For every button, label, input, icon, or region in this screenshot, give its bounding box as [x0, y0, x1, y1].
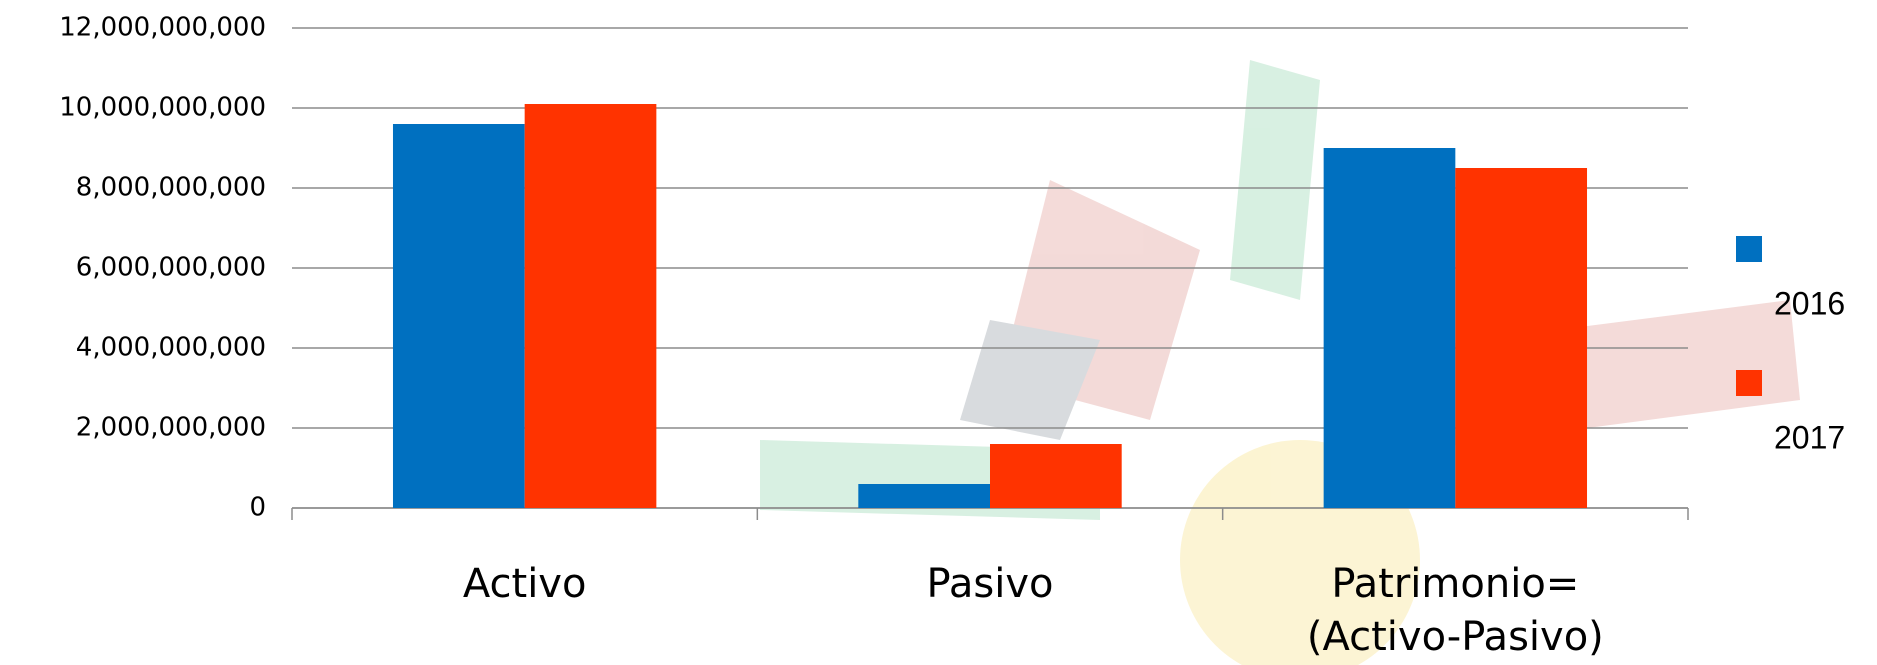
y-tick-label: 12,000,000,000 [59, 13, 266, 43]
bar [525, 104, 657, 508]
legend-swatch [1736, 236, 1762, 262]
bar [1324, 148, 1456, 508]
y-tick-label: 4,000,000,000 [76, 333, 266, 363]
legend-label: 2016 [1774, 285, 1845, 321]
bar [990, 444, 1122, 508]
bar [858, 484, 990, 508]
legend-swatch [1736, 370, 1762, 396]
chart: 0 2,000,000,000 4,000,000,000 6,000,000,000… [0, 0, 1877, 665]
bar [393, 124, 525, 508]
legend-label: 2017 [1774, 419, 1845, 455]
x-tick-label: Activo [360, 558, 690, 611]
y-tick-label: 2,000,000,000 [76, 413, 266, 443]
y-tick-label: 6,000,000,000 [76, 253, 266, 283]
y-tick-label: 0 [249, 493, 266, 523]
y-tick-label: 8,000,000,000 [76, 173, 266, 203]
x-tick-label: Pasivo [825, 558, 1155, 611]
bar [1455, 168, 1587, 508]
y-tick-label: 10,000,000,000 [59, 93, 266, 123]
x-tick-label: Patrimonio= (Activo-Pasivo) [1290, 558, 1620, 664]
